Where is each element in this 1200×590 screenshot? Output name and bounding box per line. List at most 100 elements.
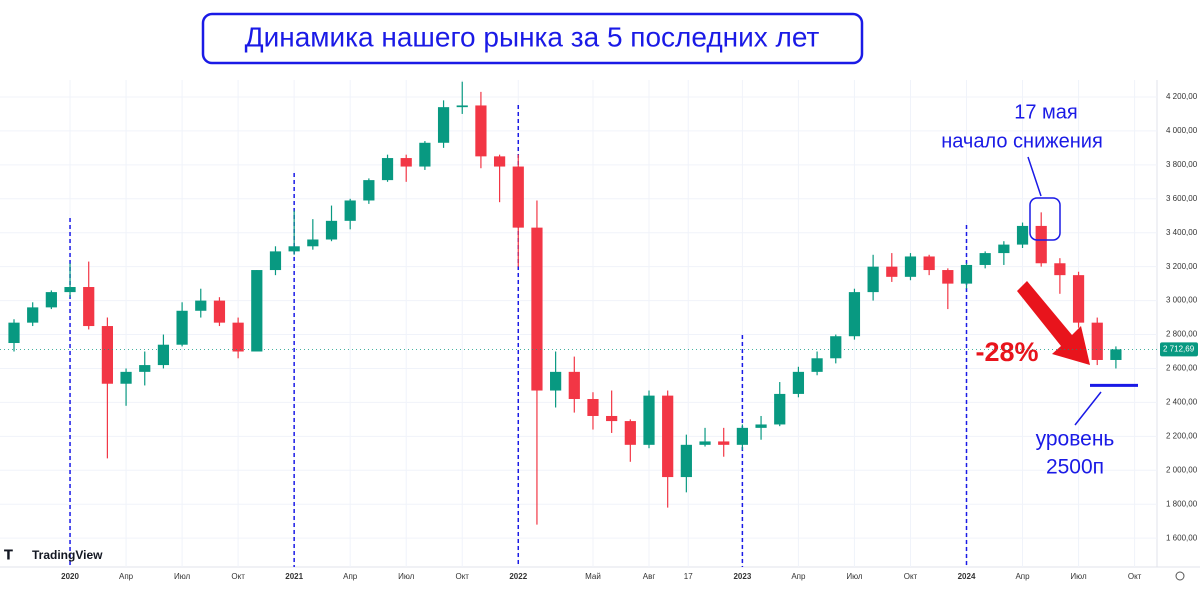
candle-body xyxy=(998,244,1010,254)
candle-body xyxy=(157,344,170,366)
candle-body xyxy=(1110,349,1122,360)
annotation-pointer xyxy=(1027,156,1042,197)
candle-body xyxy=(251,270,263,352)
y-tick-label: 3 800,00 xyxy=(1166,160,1198,169)
candle-body xyxy=(344,200,356,221)
settings-icon[interactable] xyxy=(1175,571,1185,581)
drop-arrow xyxy=(1017,281,1090,365)
candle-body xyxy=(176,310,188,345)
candle-body xyxy=(680,444,692,478)
candle-body xyxy=(1035,225,1047,264)
candle-body xyxy=(400,158,412,167)
candle-body xyxy=(848,292,861,337)
y-tick-label: 2 000,00 xyxy=(1166,465,1198,474)
candle-body xyxy=(643,395,655,445)
candle-body xyxy=(475,105,487,157)
annotation-line2: начало снижения xyxy=(941,130,1103,152)
x-tick-label: Авг xyxy=(643,572,656,581)
candle-body xyxy=(269,251,282,271)
logo: 𝗧 xyxy=(4,547,13,562)
candle-body xyxy=(493,156,506,167)
y-tick-label: 3 200,00 xyxy=(1166,262,1198,271)
x-tick-label: 2024 xyxy=(958,572,976,581)
last-price-label: 2 712,69 xyxy=(1163,344,1195,353)
x-tick-label: Окт xyxy=(231,572,245,581)
annotation-box xyxy=(1029,197,1061,241)
change-label: -28% xyxy=(975,337,1038,367)
x-tick-label: 17 xyxy=(684,572,693,581)
candle-body xyxy=(1016,225,1029,245)
candle-body xyxy=(904,256,917,277)
candle-body xyxy=(886,266,898,277)
x-tick-label: Окт xyxy=(904,572,918,581)
candle-body xyxy=(419,142,431,167)
level-label-line2: 2500п xyxy=(1046,456,1104,479)
candle-body xyxy=(662,395,674,478)
candle-body xyxy=(1091,322,1103,360)
candle-body xyxy=(195,300,207,311)
candle-body xyxy=(699,441,711,445)
x-tick-label: Июл xyxy=(398,572,415,581)
candle-body xyxy=(307,239,319,247)
candle-body xyxy=(531,227,543,391)
x-tick-label: Июл xyxy=(174,572,191,581)
last-price-box xyxy=(1160,342,1198,357)
candle-body xyxy=(979,253,991,265)
candle-body xyxy=(718,441,730,445)
candle-body xyxy=(325,220,338,240)
x-tick-label: 2021 xyxy=(285,572,303,581)
y-tick-label: 3 000,00 xyxy=(1166,296,1198,305)
candle-body xyxy=(568,371,580,400)
candle-body xyxy=(288,246,300,252)
x-tick-label: Апр xyxy=(1015,572,1030,581)
x-tick-label: Окт xyxy=(455,572,469,581)
watermark: TradingView xyxy=(32,548,103,562)
candle-body xyxy=(83,287,95,327)
candle-body xyxy=(120,371,132,384)
candle-body xyxy=(830,336,842,359)
candle-body xyxy=(139,365,151,372)
candle-body xyxy=(363,180,375,201)
y-tick-label: 1 600,00 xyxy=(1166,533,1198,542)
candle-body xyxy=(437,107,450,143)
candle-body xyxy=(456,105,468,108)
candle-body xyxy=(624,421,636,445)
candle-body xyxy=(232,322,244,352)
y-tick-label: 1 800,00 xyxy=(1166,499,1198,508)
candle-body xyxy=(942,270,954,284)
y-tick-label: 4 000,00 xyxy=(1166,126,1198,135)
annotation-line1: 17 мая xyxy=(1014,101,1078,123)
title-box xyxy=(201,12,864,65)
candle-body xyxy=(736,427,748,445)
y-tick-label: 2 800,00 xyxy=(1166,330,1198,339)
candle-body xyxy=(45,292,57,308)
candle-body xyxy=(213,300,226,323)
candle-body xyxy=(8,322,20,344)
y-tick-label: 2 200,00 xyxy=(1166,431,1198,440)
y-tick-label: 4 200,00 xyxy=(1166,92,1198,101)
level-label-line1: уровень xyxy=(1036,428,1115,451)
candle-body xyxy=(27,307,39,323)
y-tick-label: 3 400,00 xyxy=(1166,228,1198,237)
candle-body xyxy=(774,393,786,425)
x-tick-label: 2023 xyxy=(733,572,751,581)
candle-body xyxy=(792,371,805,394)
candle-body xyxy=(587,399,599,416)
x-tick-label: 2020 xyxy=(61,572,79,581)
level-pointer xyxy=(1074,391,1102,426)
y-tick-label: 2 400,00 xyxy=(1166,398,1198,407)
candle-body xyxy=(512,166,524,228)
candle-body xyxy=(1072,275,1085,323)
candle-body xyxy=(606,415,618,422)
candle-body xyxy=(101,326,113,384)
candle-body xyxy=(867,266,879,293)
candle-body xyxy=(811,358,823,372)
candle-body xyxy=(960,264,973,284)
x-tick-label: 2022 xyxy=(509,572,527,581)
x-tick-label: Май xyxy=(585,572,601,581)
candle-body xyxy=(550,371,562,391)
chart-title: Динамика нашего рынка за 5 последних лет xyxy=(245,21,820,52)
x-tick-label: Апр xyxy=(119,572,134,581)
x-tick-label: Июл xyxy=(1070,572,1087,581)
